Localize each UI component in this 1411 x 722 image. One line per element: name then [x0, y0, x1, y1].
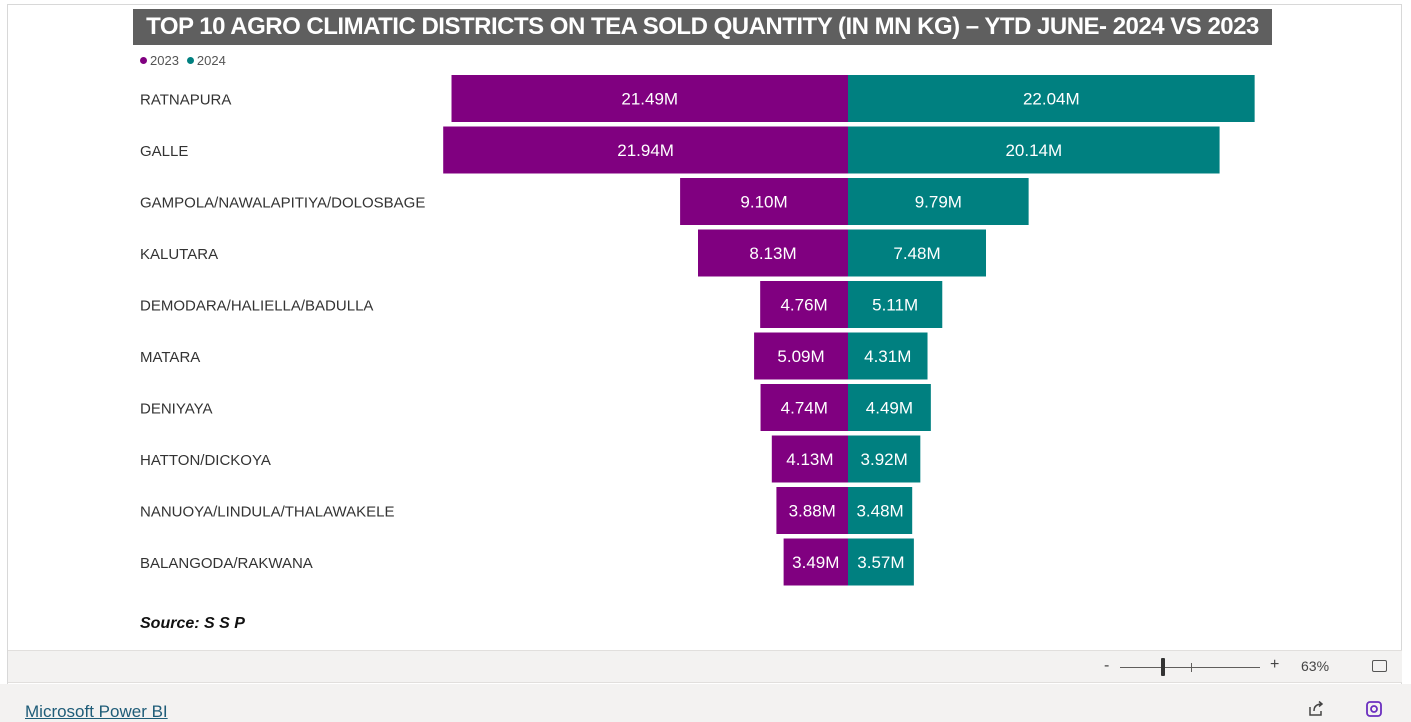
fit-to-page-icon[interactable] — [1372, 660, 1387, 672]
bar-2023[interactable] — [680, 178, 848, 225]
data-label-2023: 4.76M — [780, 296, 827, 315]
data-label-2023: 21.94M — [617, 141, 674, 160]
bar-2024[interactable] — [848, 435, 921, 483]
data-label-2023: 3.88M — [789, 502, 836, 521]
zoom-slider-track[interactable] — [1120, 667, 1260, 668]
category-label: GALLE — [140, 143, 188, 160]
mirrored-bar-chart: RATNAPURA 21.49M 22.04M GALLE 21.94M 20.14M GA… — [140, 75, 1255, 586]
data-label-2023: 4.74M — [781, 399, 828, 418]
category-label: RATNAPURA — [140, 92, 231, 109]
data-label-2024: 3.92M — [861, 450, 908, 469]
bar-2024[interactable] — [848, 538, 914, 586]
legend-dot-2023 — [140, 56, 147, 64]
data-label-2024: 5.11M — [872, 296, 918, 315]
data-label-2024: 20.14M — [1005, 141, 1062, 160]
data-label-2024: 3.48M — [856, 502, 903, 521]
data-label-2024: 3.57M — [857, 553, 904, 572]
category-label: MATARA — [140, 349, 200, 366]
bar-2023[interactable] — [443, 126, 848, 174]
report-canvas — [7, 4, 1402, 720]
data-label-2023: 3.49M — [792, 553, 839, 572]
bar-2024[interactable] — [848, 229, 987, 277]
chart-title-text: TOP 10 AGRO CLIMATIC DISTRICTS ON TEA SO… — [146, 13, 1259, 40]
source-note: Source: S S P — [140, 615, 245, 632]
chart-title: TOP 10 AGRO CLIMATIC DISTRICTS ON TEA SO… — [133, 9, 1272, 45]
category-label: KALUTARA — [140, 246, 218, 263]
bar-2023[interactable] — [783, 538, 848, 586]
bar-2024[interactable] — [848, 126, 1220, 174]
category-label: GAMPOLA/NAWALAPITIYA/DOLOSBAGE — [140, 195, 425, 212]
fullscreen-icon[interactable] — [1365, 700, 1383, 718]
bar-2024[interactable] — [848, 178, 1029, 225]
bar-2024[interactable] — [848, 487, 913, 534]
legend-label-2023: 2023 — [150, 52, 179, 68]
data-label-2024: 9.79M — [915, 193, 962, 212]
legend-dot-2024 — [186, 56, 194, 64]
bar-2023[interactable] — [698, 229, 848, 277]
bar-2024[interactable] — [848, 281, 943, 328]
zoom-in-button[interactable]: + — [1270, 656, 1280, 673]
data-label-2024: 7.48M — [893, 244, 940, 263]
data-label-2024: 4.49M — [866, 399, 913, 418]
data-label-2023: 8.13M — [749, 244, 796, 263]
bar-2023[interactable] — [451, 75, 848, 122]
category-label: DEMODARA/HALIELLA/BADULLA — [140, 298, 373, 315]
category-label: HATTON/DICKOYA — [140, 452, 271, 469]
legend-item-2024[interactable]: 2024 — [186, 52, 226, 68]
bar-2023[interactable] — [760, 281, 848, 328]
bar-2023[interactable] — [776, 487, 848, 534]
legend-label-2024: 2024 — [196, 52, 226, 68]
chart-legend[interactable]: 2023 2024 — [140, 52, 234, 68]
legend-item-2023[interactable]: 2023 — [140, 53, 179, 68]
zoom-percentage: 63% — [1301, 658, 1330, 674]
category-label: BALANGODA/RAKWANA — [140, 555, 313, 572]
data-label-2023: 9.10M — [740, 193, 787, 212]
power-bi-link[interactable]: Microsoft Power BI — [25, 702, 168, 721]
bar-2023[interactable] — [760, 384, 848, 431]
data-label-2024: 4.31M — [864, 347, 911, 366]
data-label-2023: 4.13M — [786, 450, 833, 469]
footer-bar: Microsoft Power BI — [0, 684, 1411, 722]
data-label-2023: 21.49M — [621, 90, 678, 109]
zoom-out-button[interactable]: - — [1104, 657, 1110, 674]
data-label-2024: 22.04M — [1023, 90, 1080, 109]
data-label-2023: 5.09M — [777, 347, 824, 366]
bar-2023[interactable] — [754, 332, 848, 380]
bar-2023[interactable] — [771, 435, 848, 483]
bar-2024[interactable] — [848, 75, 1255, 122]
bar-2024[interactable] — [848, 332, 928, 380]
zoom-slider-thumb[interactable] — [1161, 658, 1165, 676]
zoom-toolbar: - + 63% — [8, 650, 1402, 683]
category-label: DENIYAYA — [140, 401, 213, 418]
share-icon[interactable] — [1307, 700, 1325, 718]
bar-2024[interactable] — [848, 384, 931, 431]
zoom-slider-tick — [1191, 663, 1192, 672]
category-label: NANUOYA/LINDULA/THALAWAKELE — [140, 504, 395, 521]
